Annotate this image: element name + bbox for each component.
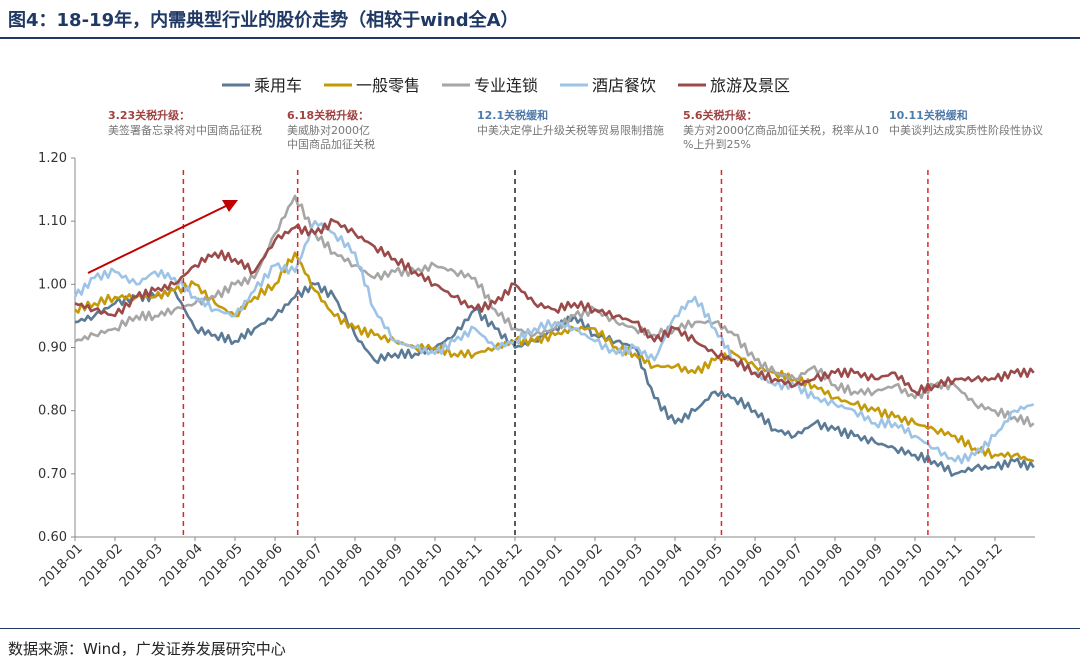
title-divider [0, 37, 1080, 39]
x-tick-label: 2018-07 [277, 541, 326, 590]
event-description: 中美决定停止升级关税等贸易限制措施 [477, 123, 664, 137]
legend-label: 乘用车 [254, 76, 302, 95]
x-tick-label: 2019-07 [757, 541, 806, 590]
event-title: 5.6关税升级： [683, 108, 758, 122]
series-line [74, 251, 1035, 463]
x-tick-label: 2018-02 [77, 541, 126, 590]
legend-label: 一般零售 [356, 76, 420, 95]
x-tick-label: 2019-06 [717, 541, 766, 590]
series-line [74, 281, 1035, 477]
legend-label: 专业连锁 [474, 76, 538, 95]
y-tick-label: 0.70 [38, 467, 67, 482]
series-3 [73, 219, 1035, 465]
x-tick-label: 2018-11 [437, 541, 486, 590]
x-tick-label: 2018-03 [117, 541, 166, 590]
x-tick-label: 2018-05 [197, 541, 246, 590]
y-tick-label: 0.60 [38, 530, 67, 545]
x-tick-label: 2019-05 [677, 541, 726, 590]
series-4 [74, 218, 1035, 396]
trend-arrow [87, 204, 229, 274]
x-tick-label: 2019-09 [837, 541, 886, 590]
footer-divider [0, 628, 1080, 629]
x-tick-label: 2018-06 [237, 541, 286, 590]
event-description: 美威胁对2000亿 [287, 123, 370, 137]
x-tick-label: 2019-08 [797, 541, 846, 590]
series-line [74, 194, 1035, 428]
series-line [73, 219, 1035, 465]
y-tick-label: 1.10 [38, 214, 67, 229]
series-2 [74, 194, 1035, 428]
event-title: 12.1关税缓和 [477, 108, 548, 122]
x-tick-label: 2018-04 [157, 541, 206, 590]
x-tick-label: 2018-08 [317, 541, 366, 590]
series-line [74, 218, 1035, 396]
event-title: 10.11关税缓和 [889, 108, 968, 122]
x-tick-label: 2019-01 [517, 541, 566, 590]
event-description-line: 中美谈判达成实质性阶段性协议 [889, 123, 1043, 137]
x-tick-label: 2018-12 [477, 541, 526, 590]
legend-label: 酒店餐饮 [592, 76, 656, 95]
y-tick-label: 0.80 [38, 404, 67, 419]
x-tick-label: 2019-10 [877, 541, 926, 590]
series-1 [74, 251, 1035, 463]
y-tick-label: 1.20 [38, 151, 67, 166]
event-description-line: 美威胁对2000亿 [287, 123, 370, 137]
x-tick-label: 2019-03 [597, 541, 646, 590]
event-description: 美方对2000亿商品加征关税，税率从10 %上升到25% [683, 123, 879, 151]
event-description: 美签署备忘录将对中国商品征税 [108, 123, 262, 137]
event-description: 中美谈判达成实质性阶段性协议 [889, 123, 1043, 137]
x-tick-label: 2019-11 [917, 541, 966, 590]
event-title: 3.23关税升级： [108, 108, 190, 122]
x-tick-label: 2019-02 [557, 541, 606, 590]
event-description-line: 美签署备忘录将对中国商品征税 [108, 123, 262, 137]
event-title: 6.18关税升级： [287, 108, 369, 122]
figure-title: 图4：18-19年，内需典型行业的股价走势（相较于wind全A） [8, 10, 519, 31]
source-note: 数据来源：Wind，广发证券发展研究中心 [8, 640, 286, 658]
legend-label: 旅游及景区 [710, 76, 790, 95]
event-description-line: 中国商品加征关税 [287, 137, 375, 151]
event-description-line: 美方对2000亿商品加征关税，税率从10 [683, 123, 879, 137]
x-tick-label: 2019-04 [637, 541, 686, 590]
event-description-line: %上升到25% [683, 138, 751, 151]
y-tick-label: 0.90 [38, 341, 67, 356]
arrow-head-icon [222, 200, 238, 212]
x-tick-label: 2018-09 [357, 541, 406, 590]
y-tick-label: 1.00 [38, 277, 67, 292]
x-tick-label: 2019-12 [957, 541, 1006, 590]
event-description: 中国商品加征关税 [287, 137, 375, 151]
series-0 [74, 281, 1035, 477]
event-description-line: 中美决定停止升级关税等贸易限制措施 [477, 123, 664, 137]
x-tick-label: 2018-01 [37, 541, 86, 590]
x-tick-label: 2018-10 [397, 541, 446, 590]
